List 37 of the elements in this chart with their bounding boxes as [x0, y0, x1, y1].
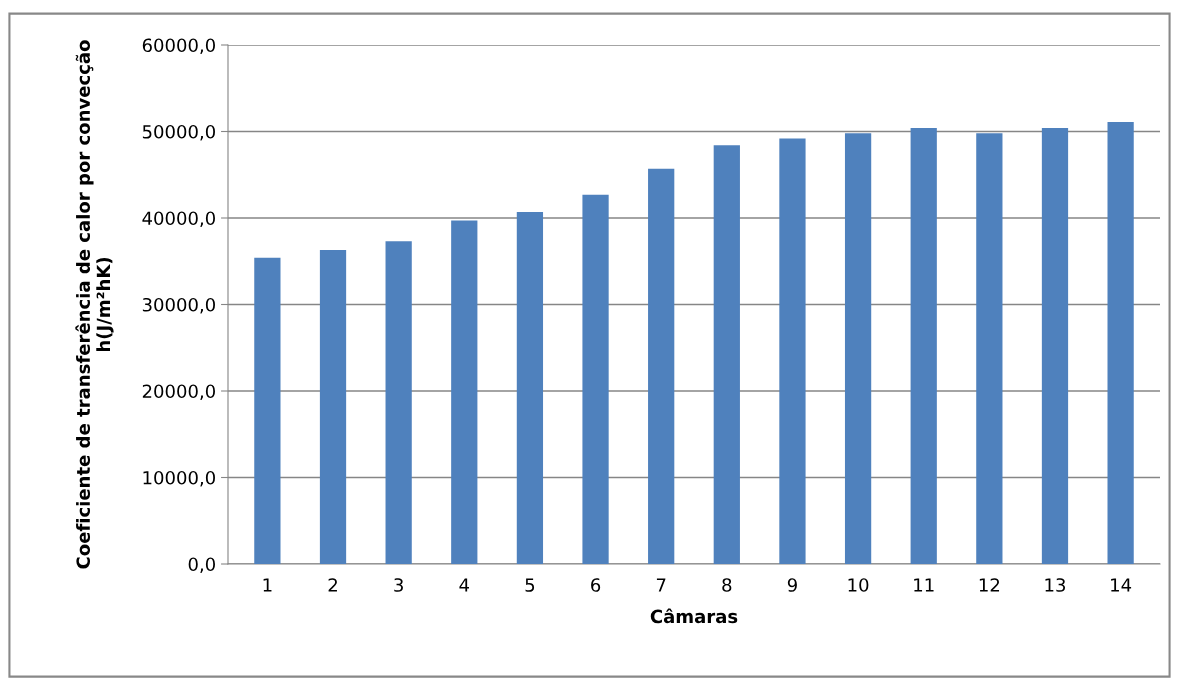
- x-tick-label: 14: [1111, 578, 1132, 592]
- bar: [385, 241, 412, 564]
- x-axis-title: Câmaras: [650, 608, 738, 624]
- bar: [910, 128, 937, 564]
- y-tick-label: 0,0: [188, 557, 215, 573]
- x-tick-label: 8: [722, 578, 732, 592]
- bar: [779, 138, 806, 564]
- x-tick-label: 2: [328, 578, 337, 592]
- x-tick-label: 9: [787, 578, 797, 592]
- x-tick-label: 6: [591, 578, 601, 592]
- x-tick-label: 1: [263, 578, 272, 592]
- bar: [648, 168, 675, 564]
- bar: [319, 250, 347, 564]
- x-tick-label: 5: [525, 578, 535, 592]
- bar: [582, 194, 609, 564]
- bar: [1041, 128, 1069, 564]
- y-tick-label: 50000,0: [142, 124, 215, 141]
- y-tick-label: 60000,0: [142, 38, 215, 54]
- bar: [516, 211, 544, 564]
- x-tick-label: 3: [394, 578, 403, 592]
- x-tick-label: 7: [656, 578, 666, 592]
- bar: [713, 145, 740, 564]
- x-tick-label: 12: [979, 578, 1000, 592]
- y-tick-label: 40000,0: [142, 211, 215, 227]
- y-axis-title: Coeficiente de transferência de calor por convecção h(J/m²hK): [75, 40, 114, 569]
- bar: [451, 220, 478, 564]
- x-tick-label: 10: [848, 578, 869, 592]
- y-tick-label: 30000,0: [142, 297, 215, 314]
- bar: [1107, 121, 1134, 564]
- bar: [976, 133, 1003, 564]
- x-tick-label: 4: [459, 578, 470, 592]
- y-tick-label: 20000,0: [142, 384, 215, 400]
- x-tick-label: 11: [914, 578, 934, 592]
- x-tick-label: 13: [1045, 578, 1066, 592]
- y-tick-label: 10000,0: [143, 470, 215, 487]
- bar: [844, 133, 872, 564]
- bar: [254, 257, 281, 564]
